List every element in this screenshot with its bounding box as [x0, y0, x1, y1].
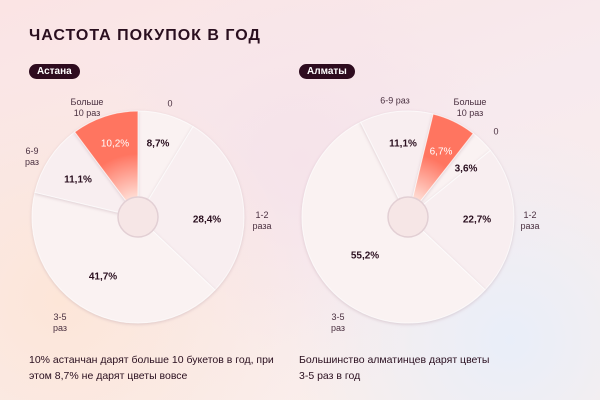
slice-category-label: 0: [493, 126, 499, 137]
slice-category-label: 3-5 раз: [52, 312, 68, 333]
city-badge-almaty: Алматы: [299, 64, 355, 79]
slice-value-label: 3,6%: [454, 163, 478, 175]
slice-category-label: 6-9 раз: [380, 95, 410, 106]
slice-value-label: 8,7%: [146, 138, 170, 150]
city-badge-astana: Астана: [29, 64, 80, 79]
slice-category-label: 0: [167, 98, 173, 109]
slice-category-label: Больше 10 раз: [453, 97, 487, 118]
pie-slice: [31, 191, 216, 324]
pie-center-hole: [117, 196, 159, 238]
slice-value-label: 22,7%: [462, 214, 492, 226]
slice-value-label: 10,2%: [100, 138, 130, 150]
slice-value-label: 11,1%: [64, 174, 92, 186]
slice-value-label: 11,1%: [389, 138, 417, 150]
slice-category-label: 1-2 раза: [252, 210, 272, 231]
pie-slice: [73, 110, 139, 219]
slice-value-label: 41,7%: [88, 271, 118, 283]
pie-slice: [34, 131, 140, 218]
pie-slice: [359, 110, 434, 219]
pie-slice: [407, 113, 474, 218]
slice-value-label: 55,2%: [350, 250, 380, 262]
slice-value-label: 6,7%: [429, 146, 453, 158]
note-almaty: Большинство алматинцев дарят цветы 3-5 р…: [299, 354, 490, 382]
pie-astana: [31, 110, 245, 324]
slice-category-label: 6-9 раз: [24, 146, 40, 167]
slice-value-label: 28,4%: [192, 214, 222, 226]
slice-category-label: Больше 10 раз: [70, 97, 104, 118]
pie-slice: [137, 125, 245, 291]
pie-center-hole: [387, 196, 429, 238]
slice-category-label: 1-2 раза: [520, 210, 540, 231]
pie-slice: [407, 149, 515, 291]
pie-almaty: [301, 110, 515, 324]
note-astana: 10% астанчан дарят больше 10 букетов в г…: [29, 354, 274, 382]
slice-category-label: 3-5 раз: [330, 312, 346, 333]
page-title: ЧАСТОТА ПОКУПОК В ГОД: [29, 27, 261, 44]
